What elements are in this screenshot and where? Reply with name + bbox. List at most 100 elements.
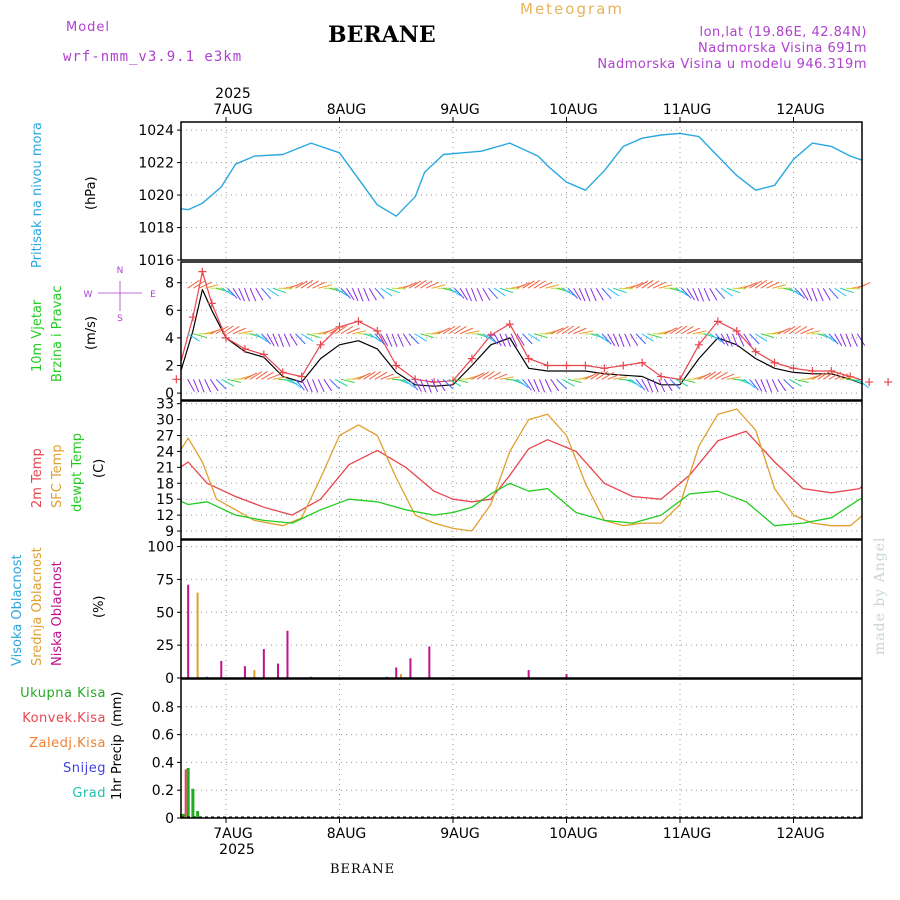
wind-barb: [681, 378, 696, 383]
wind-barb: [561, 287, 575, 297]
cloud-bar: [187, 584, 190, 678]
wind-barb: [306, 333, 321, 339]
wind-barb: [709, 333, 722, 343]
wind-barb: [193, 333, 207, 339]
wind-barb: [692, 288, 699, 302]
wind-barb: [198, 281, 212, 289]
wind-barb: [760, 379, 767, 393]
wind-barb: [652, 281, 666, 289]
wind-barb: [630, 282, 644, 289]
wind-barb: [283, 333, 291, 347]
wind-barb: [232, 287, 241, 301]
wind-barb: [772, 284, 786, 289]
wind-gust-marker: [713, 317, 722, 326]
wind-barb: [374, 371, 388, 380]
wind-barb: [357, 288, 364, 302]
wind-barb: [488, 371, 501, 380]
wind-barb: [510, 333, 518, 347]
wind-barb: [266, 287, 279, 297]
wind-barb: [368, 287, 377, 301]
wind-barb: [840, 376, 855, 380]
wind-barb: [442, 378, 454, 390]
wind-barb: [300, 333, 314, 342]
wind-gust-marker: [198, 267, 207, 276]
date-label-bottom: 12AUG: [776, 826, 825, 842]
wind-barb: [715, 287, 726, 300]
wind-barb: [834, 333, 843, 347]
wind-barb: [709, 287, 718, 301]
wind-barb: [584, 288, 591, 302]
elevation-info: Nadmorska Visina 691m: [698, 41, 867, 56]
wind-gust-marker: [562, 361, 571, 370]
wind-barb: [726, 287, 741, 294]
panel-frame: [180, 539, 863, 679]
wind-barb: [607, 333, 616, 347]
wind-barb: [318, 284, 332, 289]
wind-barb: [857, 282, 871, 289]
wind-gust-marker: [865, 378, 874, 387]
cloud-bar: [527, 670, 530, 678]
station-title: BERANE: [328, 22, 436, 48]
t2m-line: [181, 430, 862, 516]
y-tick-label: 50: [156, 605, 174, 621]
wind-barb: [442, 325, 456, 335]
wind-barb: [550, 327, 564, 335]
wind-barb: [431, 284, 446, 289]
wind-barb: [760, 280, 773, 289]
wind-barb: [363, 371, 376, 380]
wind-barb: [635, 333, 647, 345]
y-tick-label: 30: [156, 413, 174, 429]
wind-barb: [754, 379, 763, 392]
legend-total-precip: Ukupna Kisa: [20, 686, 106, 701]
wind-barb: [340, 378, 355, 383]
model-label: Model: [66, 20, 111, 35]
date-label-top: 9AUG: [440, 102, 480, 118]
wind-barb: [539, 379, 546, 393]
legend-hail: Grad: [72, 786, 106, 801]
wind-barb: [278, 287, 293, 290]
wind-barb: [550, 379, 560, 392]
wind-barb: [567, 326, 581, 335]
wind-barb: [334, 325, 348, 335]
lonlat-info: lon,lat (19.86E, 42.84N): [699, 25, 867, 40]
wind-gust-marker: [222, 333, 230, 342]
compass-n: N: [117, 266, 124, 276]
wind-barb: [210, 327, 224, 335]
y-tick-label: 0: [165, 811, 174, 827]
wind-barb: [783, 378, 794, 390]
wind-barb: [238, 288, 245, 302]
wind-barb: [493, 373, 508, 380]
wind-barb: [499, 376, 514, 380]
wind-gust-marker: [789, 364, 798, 373]
wind-barb: [749, 333, 760, 345]
wind-gust-marker: [808, 367, 817, 376]
wind-barb: [703, 371, 717, 380]
wind-barb: [505, 287, 520, 290]
cloud-bar: [395, 667, 398, 678]
wind-barb: [629, 333, 639, 346]
wind-barb: [346, 327, 360, 335]
wind-barb: [403, 282, 417, 289]
wind-barb: [851, 333, 858, 347]
wind-barb: [709, 371, 722, 380]
wind-barb: [243, 288, 250, 302]
precip-conv-bar: [184, 769, 187, 818]
wind-barb: [545, 284, 559, 289]
wind-barb: [493, 287, 506, 297]
wind-barb: [856, 333, 866, 346]
wind-barb: [811, 372, 825, 380]
wind-barb: [374, 287, 385, 300]
wind-barb: [414, 279, 427, 289]
wind-barb: [278, 333, 285, 347]
wind-barb: [425, 379, 432, 393]
wind-barb: [238, 330, 253, 335]
wind-barb: [613, 287, 627, 294]
wind-barb: [618, 287, 634, 290]
wind-barb: [771, 379, 779, 393]
wind-barb: [255, 371, 268, 380]
wind-barb: [840, 287, 854, 294]
wind-barb: [397, 333, 404, 347]
model-elevation-info: Nadmorska Visina u modelu 946.319m: [597, 57, 867, 72]
wind-barb: [227, 378, 242, 383]
